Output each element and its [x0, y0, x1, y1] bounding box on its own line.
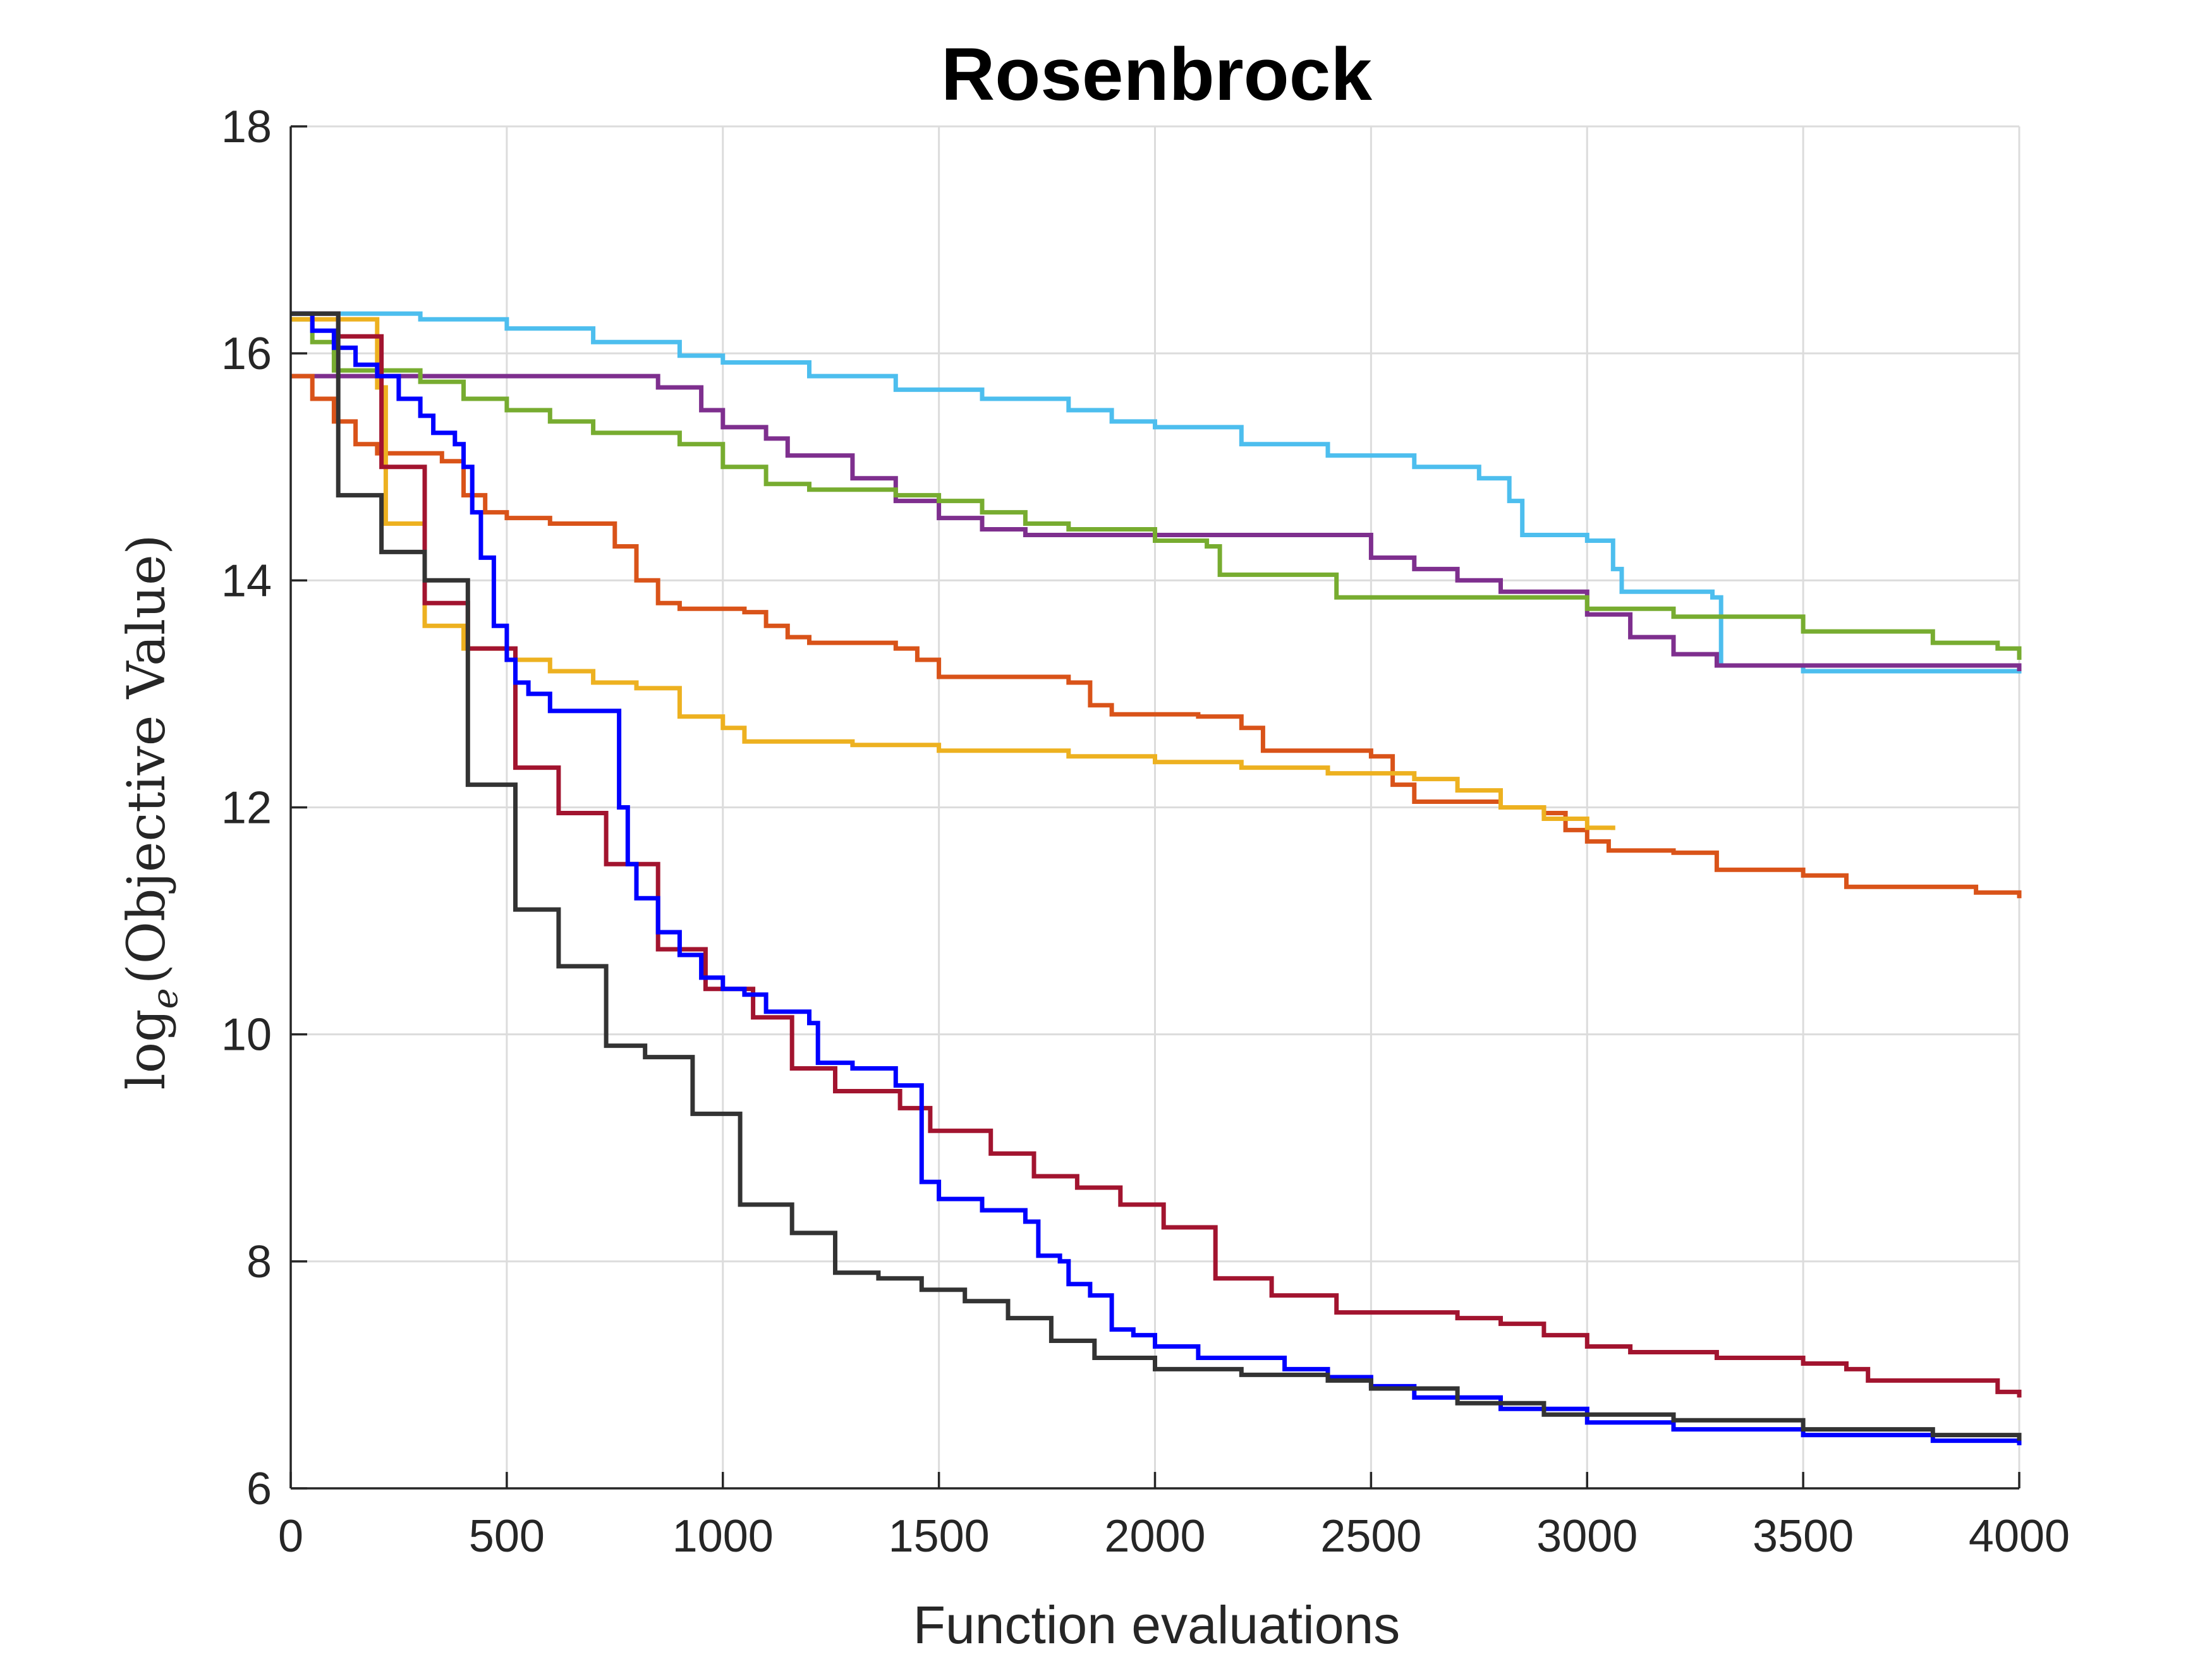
x-tick-label-3: 1500 [889, 1511, 990, 1562]
x-tick-label-6: 3000 [1536, 1511, 1638, 1562]
chart-title: Rosenbrock [941, 33, 1372, 116]
ticks: 0 500 1000 1500 2000 2500 3000 3500 4000 6 8 10 12 14… [221, 102, 2070, 1562]
series-line-4 [291, 317, 1615, 830]
series-line-5 [291, 311, 2022, 1398]
x-axis-label: Function evaluations [913, 1595, 1400, 1655]
x-tick-label-5: 2500 [1320, 1511, 1421, 1562]
y-axis-label-rest: (Objective Value) [117, 534, 177, 984]
x-tick-label-8: 4000 [1969, 1511, 2070, 1562]
x-tick-label-4: 2000 [1104, 1511, 1205, 1562]
series-line-1 [291, 374, 2022, 671]
y-axis-label: loge (Objective Value) [117, 534, 186, 1090]
series-line-0 [291, 311, 2022, 674]
y-tick-label-2: 10 [221, 1010, 272, 1060]
series-group [291, 311, 2022, 1445]
x-tick-label-2: 1000 [672, 1511, 774, 1562]
x-tick-label-0: 0 [278, 1511, 303, 1562]
x-tick-label-7: 3500 [1753, 1511, 1854, 1562]
y-axis-label-log: log [117, 1009, 177, 1090]
y-tick-label-1: 8 [246, 1237, 272, 1287]
x-tick-label-1: 500 [469, 1511, 545, 1562]
grid [289, 125, 2021, 1490]
y-tick-label-6: 18 [221, 102, 272, 152]
y-tick-label-3: 12 [221, 783, 272, 834]
series-line-3 [291, 374, 2022, 899]
y-tick-label-4: 14 [221, 556, 272, 606]
y-tick-label-5: 16 [221, 329, 272, 379]
y-axis-label-subscript: e [145, 988, 186, 1009]
series-line-2 [291, 317, 2022, 660]
series-line-6 [291, 311, 2022, 1445]
series-line-7 [291, 311, 2022, 1441]
y-tick-label-0: 6 [246, 1464, 272, 1514]
